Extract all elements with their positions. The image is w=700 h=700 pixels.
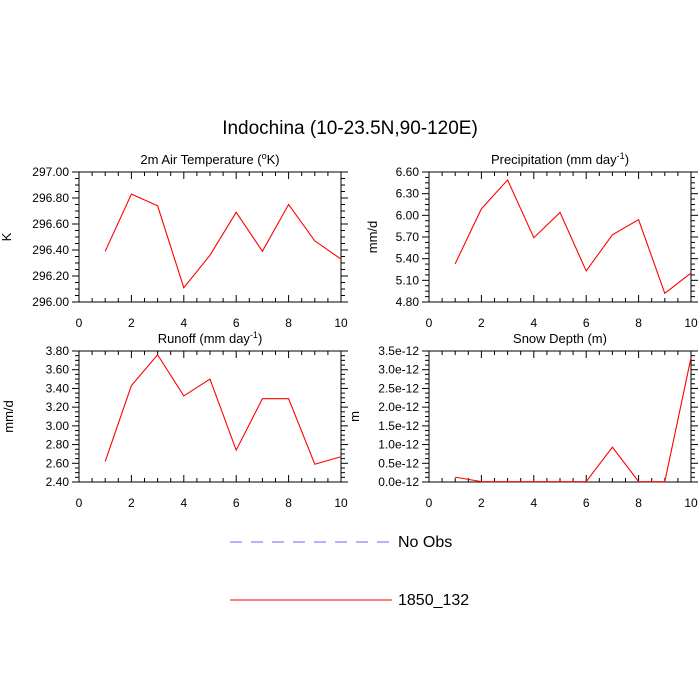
y-tick-label: 3.40	[46, 381, 70, 395]
y-tick-label: 296.60	[32, 217, 69, 231]
series-line	[454, 178, 692, 295]
y-tick-label: 3.0e-12	[378, 363, 419, 377]
plot-frame	[428, 350, 692, 483]
y-tick-label: 296.00	[32, 295, 69, 309]
x-tick-label: 6	[233, 496, 240, 510]
y-axis-label: K	[0, 232, 14, 241]
panel-title: Precipitation (mm day-1)	[491, 151, 629, 167]
y-tick-label: 296.40	[32, 243, 69, 257]
y-tick-label: 3.20	[46, 400, 70, 414]
x-tick-label: 10	[684, 496, 698, 510]
y-tick-label: 296.80	[32, 191, 69, 205]
y-tick-label: 6.60	[396, 165, 420, 179]
x-tick-label: 6	[233, 316, 240, 330]
y-tick-label: 6.30	[396, 187, 420, 201]
y-tick-label: 3.00	[46, 419, 70, 433]
x-tick-label: 2	[128, 316, 135, 330]
panel-title: 2m Air Temperature (oK)	[140, 151, 279, 167]
y-tick-label: 2.0e-12	[378, 400, 419, 414]
x-tick-label: 0	[426, 496, 433, 510]
y-axis-label: m	[347, 411, 362, 422]
panel-title: Snow Depth (m)	[513, 331, 607, 346]
y-tick-label: 3.80	[46, 344, 70, 358]
series-line	[455, 357, 692, 483]
y-tick-label: 2.40	[46, 475, 70, 489]
y-tick-label: 5.10	[396, 273, 420, 287]
y-tick-label: 2.80	[46, 438, 70, 452]
panel-2: 0 2 4 6 8 10 4.80 5.10 5.40 5.70 6.00 6.30 6.60 mm/d P…	[365, 151, 698, 330]
x-tick-label: 2	[478, 496, 485, 510]
panel-4: 0 2 4 6 8 10 0.0e-12 0.5e-12 1.0e-12 1.5e-12 2.0e-…	[347, 331, 698, 510]
x-tick-label: 4	[530, 496, 537, 510]
legend: No Obs 1850_132	[230, 534, 469, 609]
x-tick-label: 10	[334, 316, 348, 330]
x-tick-label: 0	[426, 316, 433, 330]
plot-frame	[78, 171, 342, 303]
y-tick-label: 296.20	[32, 269, 69, 283]
y-tick-label: 2.5e-12	[378, 381, 419, 395]
x-tick-label: 0	[76, 496, 83, 510]
x-tick-label: 6	[583, 316, 590, 330]
x-tick-label: 2	[128, 496, 135, 510]
x-tick-label: 8	[285, 496, 292, 510]
x-tick-label: 4	[530, 316, 537, 330]
x-tick-label: 4	[180, 316, 187, 330]
x-tick-label: 0	[76, 316, 83, 330]
figure-title: Indochina (10-23.5N,90-120E)	[222, 118, 478, 139]
y-tick-label: 2.60	[46, 456, 70, 470]
y-tick-label: 5.40	[396, 252, 420, 266]
y-tick-label: 4.80	[396, 295, 420, 309]
x-tick-label: 8	[635, 496, 642, 510]
x-tick-label: 2	[478, 316, 485, 330]
panel-3: 0 2 4 6 8 10 2.40 2.60 2.80 3.00 3.20 3.40 3.60 3.80 m…	[1, 330, 348, 510]
y-tick-label: 0.5e-12	[378, 456, 419, 470]
plot-frame	[78, 350, 342, 483]
x-tick-label: 10	[684, 316, 698, 330]
y-axis-label: mm/d	[1, 400, 16, 433]
panels: 0 2 4 6 8 10 296.00 296.20 296.40 296.60 296.80 297…	[0, 151, 698, 510]
series-line	[104, 353, 342, 465]
x-tick-label: 8	[285, 316, 292, 330]
y-tick-label: 6.00	[396, 208, 420, 222]
y-tick-label: 5.70	[396, 230, 420, 244]
x-tick-label: 4	[180, 496, 187, 510]
legend-label: No Obs	[398, 534, 452, 551]
x-tick-label: 8	[635, 316, 642, 330]
panel-1: 0 2 4 6 8 10 296.00 296.20 296.40 296.60 296.80 297…	[0, 151, 348, 330]
panel-title: Runoff (mm day-1)	[158, 330, 263, 346]
y-axis-label: mm/d	[365, 221, 380, 254]
y-tick-label: 1.0e-12	[378, 438, 419, 452]
x-tick-label: 6	[583, 496, 590, 510]
y-tick-label: 0.0e-12	[378, 475, 419, 489]
y-tick-label: 1.5e-12	[378, 419, 419, 433]
y-tick-label: 3.60	[46, 363, 70, 377]
x-tick-label: 10	[334, 496, 348, 510]
y-tick-label: 3.5e-12	[378, 344, 419, 358]
y-tick-label: 297.00	[32, 165, 69, 179]
legend-label: 1850_132	[398, 592, 469, 609]
series-line	[104, 193, 342, 289]
